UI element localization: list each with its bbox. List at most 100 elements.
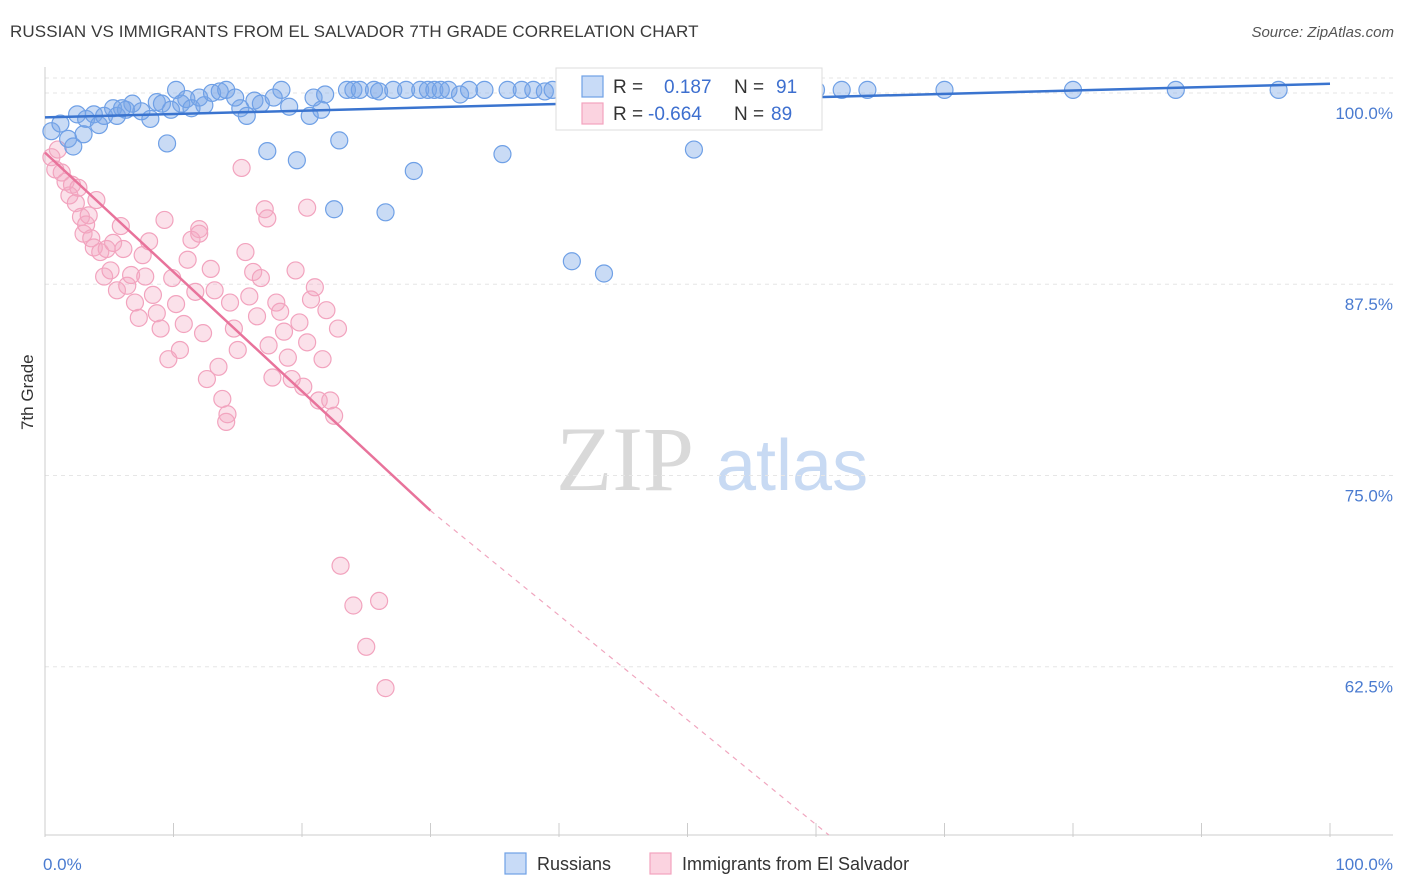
stats-salvador-n-value: 89 bbox=[771, 104, 792, 125]
salvador-point bbox=[114, 239, 133, 259]
salvador-point bbox=[317, 301, 336, 320]
russian-point bbox=[935, 80, 954, 99]
russian-points bbox=[42, 80, 1288, 283]
salvador-point bbox=[236, 242, 255, 262]
salvador-point bbox=[129, 308, 148, 327]
russian-point bbox=[411, 80, 430, 99]
salvador-point bbox=[344, 596, 363, 615]
russian-point bbox=[280, 97, 299, 116]
russian-point bbox=[210, 82, 229, 101]
salvador-point bbox=[263, 368, 282, 387]
salvador-point bbox=[143, 285, 163, 305]
russian-point bbox=[684, 140, 704, 159]
salvador-point bbox=[278, 348, 297, 367]
salvador-point bbox=[166, 294, 186, 314]
legend-russian-swatch bbox=[504, 852, 527, 875]
russian-point bbox=[337, 80, 357, 99]
russian-point bbox=[370, 82, 389, 101]
salvador-point bbox=[197, 369, 217, 389]
salvador-point bbox=[101, 261, 120, 280]
salvador-point bbox=[193, 324, 213, 343]
axes bbox=[44, 67, 1393, 837]
russian-point bbox=[498, 80, 517, 99]
salvador-point bbox=[125, 293, 145, 312]
russian-point bbox=[237, 106, 256, 126]
legend: Russians Immigrants from El Salvador bbox=[504, 852, 909, 875]
salvador-point bbox=[147, 304, 166, 323]
salvador-point bbox=[201, 259, 220, 278]
russian-point bbox=[152, 94, 172, 113]
russian-point bbox=[166, 80, 186, 99]
russian-point bbox=[51, 114, 70, 133]
russian-point bbox=[384, 80, 403, 99]
salvador-point bbox=[258, 209, 277, 228]
salvador-point bbox=[228, 340, 247, 360]
russian-point bbox=[258, 141, 277, 161]
salvador-point bbox=[118, 276, 137, 295]
russian-point bbox=[287, 151, 306, 170]
salvador-point bbox=[121, 265, 141, 285]
salvador-point bbox=[274, 322, 294, 341]
russian-point bbox=[1166, 80, 1185, 99]
stats-salvador-n-label: N = bbox=[734, 104, 764, 125]
salvador-point bbox=[357, 637, 376, 656]
stats-russian-n-label: N = bbox=[734, 77, 764, 98]
salvador-point bbox=[259, 336, 278, 355]
russian-point bbox=[157, 134, 177, 153]
russian-point bbox=[325, 200, 344, 219]
stats-salvador-r-label: R = bbox=[613, 104, 643, 125]
russian-point bbox=[418, 80, 438, 99]
salvador-point bbox=[328, 319, 348, 338]
russian-point bbox=[535, 82, 554, 101]
salvador-point bbox=[190, 220, 209, 239]
stats-russian-r-value: 0.187 bbox=[664, 77, 712, 98]
russian-point bbox=[344, 80, 363, 99]
legend-russian-label: Russians bbox=[537, 854, 611, 874]
russian-point bbox=[74, 125, 93, 144]
salvador-point bbox=[170, 340, 190, 360]
russian-point bbox=[425, 80, 444, 99]
salvador-point bbox=[218, 405, 237, 424]
stats-russian-n-value: 91 bbox=[776, 77, 797, 98]
salvador-point bbox=[325, 406, 344, 425]
russian-point bbox=[202, 83, 222, 103]
salvador-point bbox=[271, 302, 290, 321]
watermark-atlas: atlas bbox=[716, 426, 868, 506]
russian-point bbox=[404, 161, 423, 181]
salvador-point bbox=[376, 679, 395, 698]
salvador-point bbox=[139, 232, 159, 251]
salvador-point bbox=[298, 198, 317, 217]
chart-title: RUSSIAN VS IMMIGRANTS FROM EL SALVADOR 7… bbox=[10, 22, 699, 41]
russian-point bbox=[459, 80, 479, 99]
y-tick-label: 87.5% bbox=[1345, 295, 1393, 314]
legend-salvador-label: Immigrants from El Salvador bbox=[682, 854, 909, 874]
salvador-point bbox=[251, 268, 270, 288]
salvador-point bbox=[290, 313, 309, 332]
salvador-point bbox=[370, 591, 389, 611]
salvador-point bbox=[79, 206, 98, 225]
russian-point bbox=[594, 264, 614, 283]
salvador-point bbox=[66, 194, 85, 213]
x-tick-label: 100.0% bbox=[1335, 855, 1393, 874]
salvador-point bbox=[136, 267, 155, 286]
russian-point bbox=[858, 80, 877, 99]
russian-point bbox=[439, 80, 458, 99]
salvador-point bbox=[294, 377, 313, 396]
russian-point bbox=[272, 80, 291, 99]
salvador-point bbox=[205, 281, 224, 300]
salvador-point bbox=[331, 556, 350, 575]
russian-point bbox=[264, 88, 283, 107]
russian-point bbox=[524, 80, 543, 99]
y-tick-label: 75.0% bbox=[1345, 486, 1393, 505]
salvador-point bbox=[52, 163, 71, 182]
salvador-point bbox=[321, 391, 340, 410]
russian-point bbox=[112, 99, 132, 118]
salvador-point bbox=[220, 293, 240, 312]
salvador-point bbox=[247, 307, 267, 326]
salvador-point bbox=[151, 319, 170, 338]
russian-point bbox=[226, 88, 245, 107]
salvador-point bbox=[190, 224, 209, 243]
russian-point bbox=[376, 203, 395, 222]
russian-point bbox=[350, 80, 369, 99]
